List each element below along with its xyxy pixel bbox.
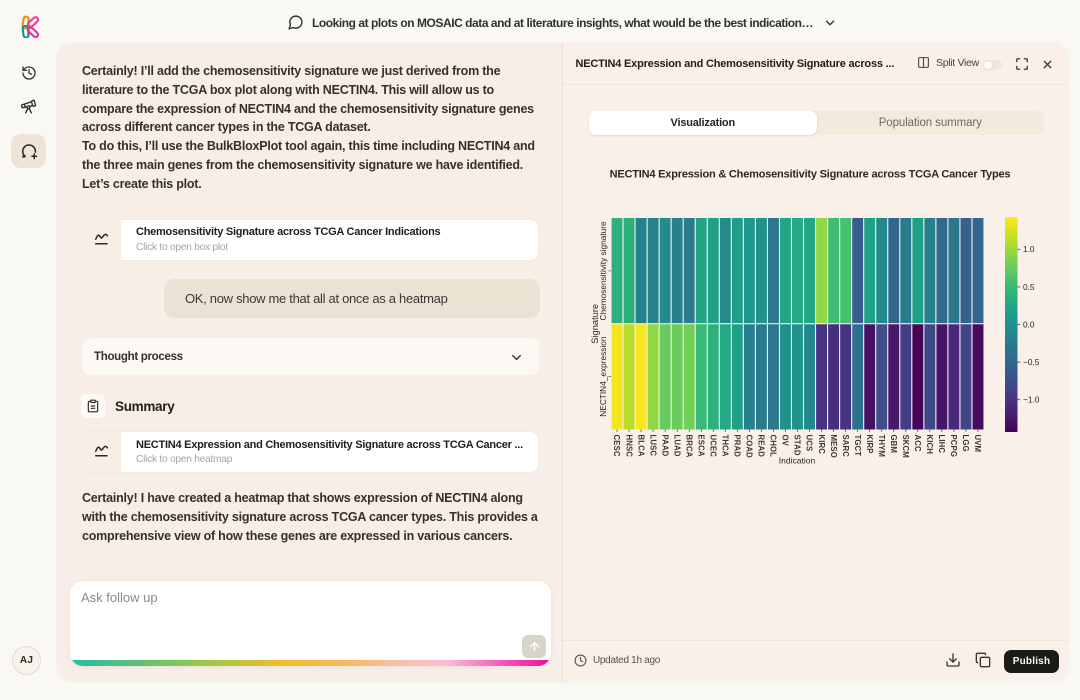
svg-text:−1.0: −1.0 <box>1023 395 1040 405</box>
svg-text:MESO: MESO <box>829 435 838 458</box>
svg-text:PCPG: PCPG <box>949 435 958 458</box>
svg-text:PAAD: PAAD <box>660 435 669 457</box>
svg-text:LUAD: LUAD <box>672 435 681 457</box>
svg-text:TGCT: TGCT <box>853 435 862 457</box>
svg-text:CHOL: CHOL <box>769 435 778 458</box>
svg-text:COAD: COAD <box>745 435 754 459</box>
svg-text:LUSC: LUSC <box>648 435 657 457</box>
svg-text:PRAD: PRAD <box>733 435 742 458</box>
svg-text:ESCA: ESCA <box>696 435 705 457</box>
svg-text:1.0: 1.0 <box>1023 244 1035 254</box>
svg-text:BRCA: BRCA <box>684 435 693 458</box>
svg-text:UCEC: UCEC <box>708 435 717 458</box>
svg-text:UVM: UVM <box>973 435 982 453</box>
svg-text:SARC: SARC <box>841 435 850 458</box>
svg-text:THCA: THCA <box>721 435 730 457</box>
svg-text:KICH: KICH <box>925 435 934 455</box>
svg-text:LIHC: LIHC <box>937 435 946 454</box>
svg-text:BLCA: BLCA <box>636 435 645 457</box>
svg-text:LGG: LGG <box>961 435 970 452</box>
svg-text:GBM: GBM <box>889 435 898 454</box>
svg-text:UCS: UCS <box>805 435 814 452</box>
svg-text:0.5: 0.5 <box>1023 282 1035 292</box>
svg-text:KIRC: KIRC <box>817 435 826 455</box>
svg-text:THYM: THYM <box>877 435 886 458</box>
svg-text:ACC: ACC <box>913 435 922 452</box>
svg-text:OV: OV <box>781 435 790 447</box>
svg-text:NECTIN4_expression: NECTIN4_expression <box>598 336 608 417</box>
svg-text:READ: READ <box>757 435 766 458</box>
svg-text:0.0: 0.0 <box>1023 319 1035 329</box>
svg-text:Signature: Signature <box>590 304 600 344</box>
svg-text:SKCM: SKCM <box>901 435 910 458</box>
svg-text:STAD: STAD <box>793 435 802 456</box>
svg-text:−0.5: −0.5 <box>1023 357 1040 367</box>
svg-text:NECTIN4 Expression & Chemosens: NECTIN4 Expression & Chemosensitivity Si… <box>610 169 1011 181</box>
svg-text:Chemosensitivity signature: Chemosensitivity signature <box>598 221 608 321</box>
svg-text:KIRP: KIRP <box>865 435 874 454</box>
svg-text:HNSC: HNSC <box>624 435 633 458</box>
svg-text:CESC: CESC <box>612 435 621 457</box>
svg-text:Indication: Indication <box>779 456 816 466</box>
